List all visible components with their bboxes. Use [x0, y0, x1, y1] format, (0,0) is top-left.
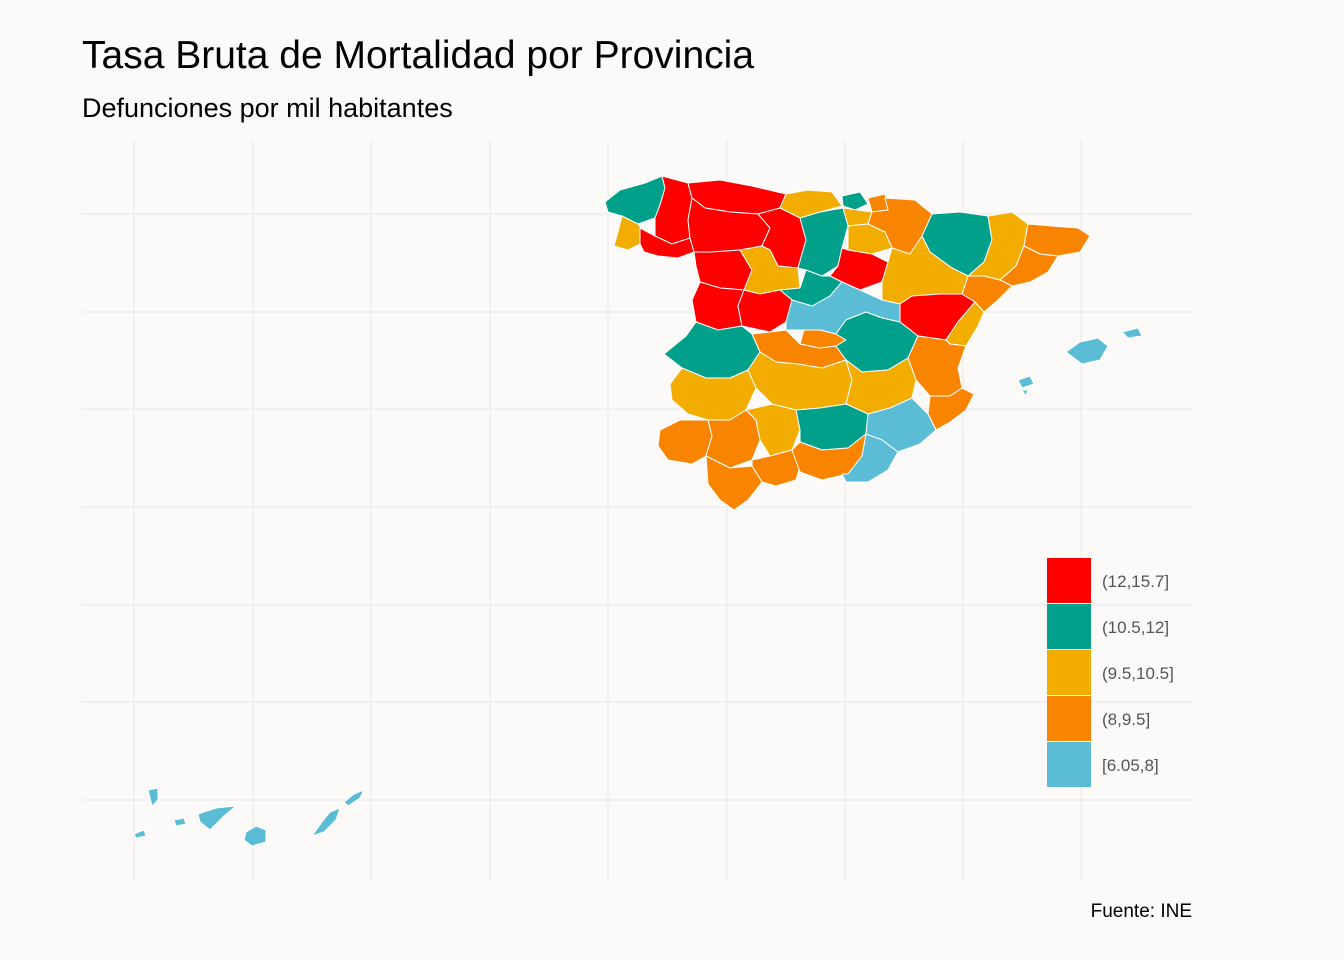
province-illes-balears-menorca[interactable] [1121, 327, 1143, 339]
province-illes-balears-ibiza[interactable] [1017, 375, 1035, 389]
legend-item: [6.05,8] [1047, 742, 1207, 788]
province-santa-cruz-la-palma[interactable] [147, 787, 159, 807]
province-salamanca[interactable] [691, 281, 745, 331]
legend-label: (10.5,12] [1102, 618, 1170, 637]
legend-label: [6.05,8] [1102, 756, 1159, 775]
chart-subtitle: Defunciones por mil habitantes [82, 93, 453, 123]
province-santa-cruz-el-hierro[interactable] [133, 829, 147, 839]
province-almeria[interactable] [841, 433, 899, 483]
legend-item: (12,15.7] [1047, 558, 1207, 604]
provinces [133, 175, 1143, 847]
province-huelva[interactable] [657, 419, 713, 465]
province-ourense[interactable] [639, 227, 695, 259]
legend-swatch [1047, 742, 1091, 788]
legend-swatch [1047, 650, 1091, 696]
province-gipuzkoa[interactable] [867, 193, 889, 213]
legend-swatch [1047, 696, 1091, 742]
province-pontevedra[interactable] [613, 215, 646, 251]
legend-swatch [1047, 558, 1091, 604]
legend-swatch [1047, 604, 1091, 650]
legend-label: (9.5,10.5] [1102, 664, 1174, 683]
province-illes-balears-formentera[interactable] [1021, 389, 1029, 397]
legend-item: (9.5,10.5] [1047, 650, 1207, 696]
legend-item: (8,9.5] [1047, 696, 1207, 742]
province-cadiz[interactable] [705, 455, 763, 511]
chart-title: Tasa Bruta de Mortalidad por Provincia [82, 34, 755, 77]
province-tarragona[interactable] [961, 275, 1013, 313]
province-las-palmas-lanzarote[interactable] [343, 789, 365, 807]
province-barcelona[interactable] [999, 245, 1059, 287]
province-santa-cruz-tenerife[interactable] [197, 805, 237, 831]
province-soria[interactable] [829, 247, 889, 291]
legend-item: (10.5,12] [1047, 604, 1207, 650]
province-caceres[interactable] [663, 321, 761, 379]
province-las-palmas-fuerteventura[interactable] [311, 807, 341, 837]
source-caption: Fuente: INE [1090, 901, 1192, 922]
province-illes-balears-mallorca[interactable] [1065, 337, 1109, 365]
province-sevilla[interactable] [705, 409, 761, 469]
legend-label: (8,9.5] [1102, 710, 1151, 729]
province-valencia[interactable] [907, 335, 967, 397]
province-las-palmas-gran-canaria[interactable] [243, 825, 267, 847]
province-santa-cruz-la-gomera[interactable] [173, 817, 187, 827]
map-legend: (12,15.7] (10.5,12] (9.5,10.5] (8,9.5] [… [1047, 558, 1207, 788]
legend-label: (12,15.7] [1102, 572, 1170, 591]
province-bizkaia[interactable] [841, 191, 869, 211]
province-malaga[interactable] [751, 449, 801, 487]
province-avila[interactable] [737, 289, 793, 333]
